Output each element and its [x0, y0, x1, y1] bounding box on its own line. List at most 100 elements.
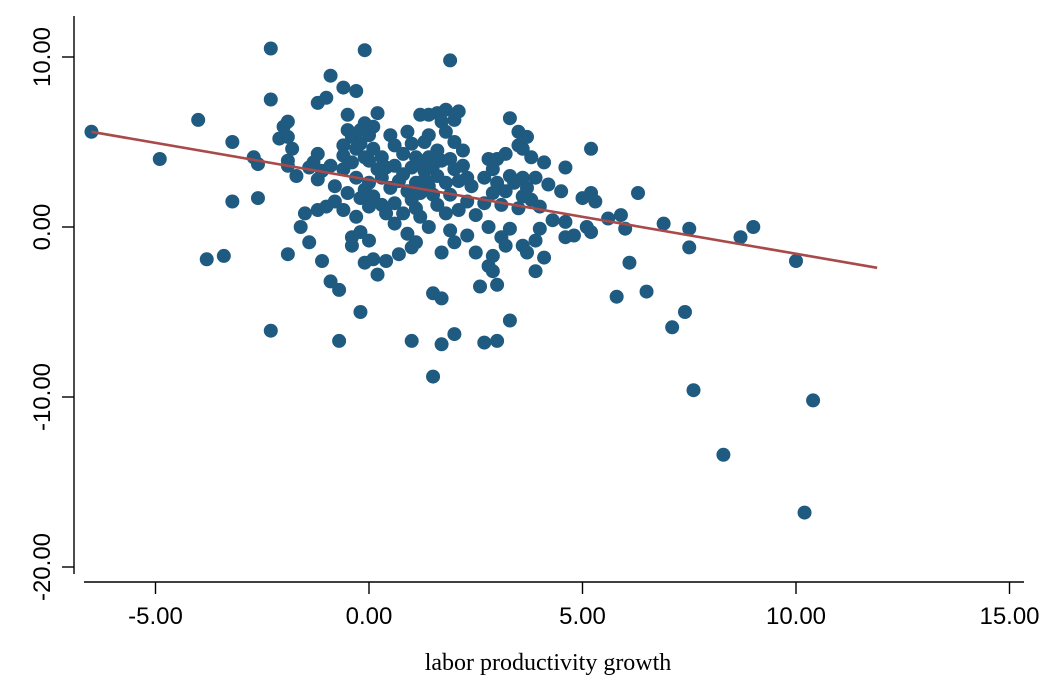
data-point: [225, 135, 240, 149]
data-point: [297, 206, 312, 221]
data-point: [447, 135, 462, 149]
data-point: [332, 282, 347, 297]
data-point: [289, 169, 304, 183]
data-point: [280, 247, 295, 262]
data-point: [340, 107, 355, 122]
data-point: [656, 216, 671, 231]
x-tick-label: 15.00: [979, 603, 1039, 630]
data-point: [528, 233, 543, 248]
data-point: [400, 226, 415, 241]
data-point: [460, 228, 475, 243]
data-point: [682, 221, 697, 236]
data-point: [430, 197, 445, 212]
data-point: [332, 333, 347, 348]
data-point: [789, 254, 803, 268]
data-point: [806, 393, 821, 408]
data-point: [733, 230, 748, 245]
data-point: [379, 254, 394, 268]
data-point: [515, 141, 530, 156]
data-point: [537, 250, 552, 265]
data-point: [451, 104, 466, 119]
data-point: [152, 152, 167, 166]
data-point: [558, 160, 573, 175]
data-point: [477, 335, 492, 350]
y-tick-label: -10.00: [29, 363, 56, 431]
data-point: [528, 264, 543, 279]
data-point: [396, 146, 411, 161]
data-point: [631, 186, 646, 200]
data-point: [455, 143, 470, 158]
data-point: [686, 383, 701, 398]
data-point: [293, 220, 308, 234]
data-point: [498, 184, 513, 199]
data-point: [413, 209, 428, 224]
data-point: [554, 184, 569, 199]
data-point: [464, 179, 479, 194]
x-tick-label: -5.00: [128, 603, 183, 630]
data-point: [310, 146, 325, 161]
data-point: [502, 313, 517, 328]
axes: [73, 16, 1024, 583]
data-point: [485, 264, 500, 279]
data-point: [468, 208, 483, 223]
data-point: [426, 369, 441, 384]
data-point: [336, 138, 351, 153]
data-point: [498, 238, 513, 253]
data-point: [502, 221, 517, 236]
data-point: [528, 170, 543, 185]
data-point: [323, 158, 338, 173]
data-point: [447, 327, 462, 342]
data-point: [263, 323, 278, 338]
data-point: [438, 206, 453, 221]
data-point: [340, 186, 355, 200]
data-point: [438, 175, 453, 190]
data-point: [677, 305, 692, 319]
data-point: [323, 68, 338, 83]
data-point: [613, 208, 628, 223]
x-axis-ticks: -5.00 0.00 5.00 10.00 15.00: [128, 582, 1040, 630]
data-point: [558, 214, 573, 229]
data-point: [319, 90, 334, 105]
data-point: [327, 179, 342, 194]
data-points: [84, 41, 821, 520]
data-point: [344, 155, 359, 170]
data-point: [421, 220, 436, 234]
data-point: [477, 170, 492, 185]
data-point: [502, 111, 517, 126]
data-point: [263, 41, 278, 56]
data-point: [519, 129, 534, 144]
data-point: [323, 274, 338, 289]
data-point: [421, 128, 436, 143]
y-axis-ticks: -20.00 -10.00 0.00 10.00: [29, 27, 74, 601]
data-point: [622, 255, 637, 270]
data-point: [797, 505, 812, 520]
data-point: [665, 320, 680, 335]
data-point: [447, 235, 462, 250]
data-point: [387, 216, 402, 231]
data-point: [524, 150, 539, 165]
data-point: [519, 180, 534, 195]
data-point: [532, 221, 547, 236]
data-point: [434, 291, 449, 306]
data-point: [285, 141, 300, 156]
data-point: [490, 175, 505, 190]
data-point: [408, 235, 423, 250]
data-point: [588, 194, 603, 209]
data-point: [404, 136, 419, 151]
data-point: [336, 80, 351, 95]
data-point: [746, 220, 761, 234]
data-point: [327, 194, 342, 209]
data-point: [370, 267, 385, 282]
data-point: [366, 189, 381, 204]
x-axis-title: labor productivity growth: [425, 650, 672, 676]
data-point: [349, 209, 364, 224]
data-point: [353, 225, 368, 240]
data-point: [349, 84, 364, 98]
data-point: [434, 245, 449, 260]
data-point: [609, 289, 624, 304]
data-point: [357, 43, 372, 58]
data-point: [366, 141, 381, 156]
x-tick-label: 10.00: [766, 603, 826, 630]
data-point: [716, 447, 731, 462]
data-point: [315, 254, 330, 268]
